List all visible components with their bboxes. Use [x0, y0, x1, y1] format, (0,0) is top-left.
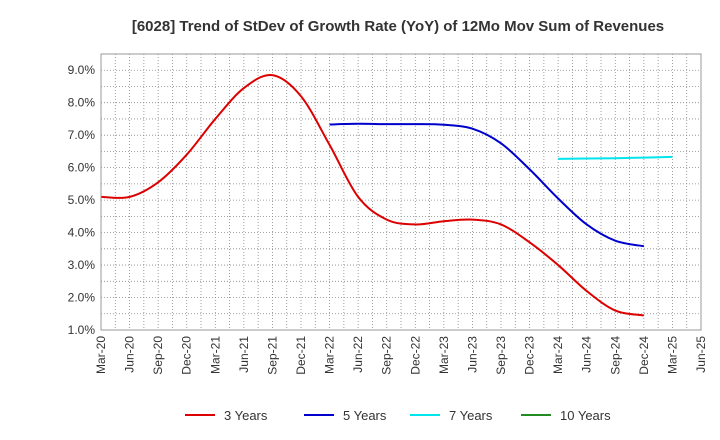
y-tick-label: 5.0% [68, 193, 96, 207]
x-tick-label: Mar-23 [437, 336, 451, 374]
y-tick-label: 1.0% [68, 323, 96, 337]
y-tick-label: 9.0% [68, 63, 96, 77]
x-tick-label: Mar-25 [665, 336, 679, 374]
x-tick-label: Jun-23 [465, 336, 479, 373]
x-tick-label: Jun-24 [580, 336, 594, 373]
x-tick-label: Dec-24 [637, 336, 651, 375]
x-tick-label: Mar-22 [323, 336, 337, 374]
x-tick-label: Jun-25 [694, 336, 708, 373]
series-line-3-years [100, 73, 645, 317]
x-axis-ticks: Mar-20 Jun-20 Sep-20 Dec-20 Mar-21 Jun-21 Sep-… [94, 336, 708, 375]
legend: 3 Years 5 Years 7 Years 10 Years [185, 408, 611, 423]
legend-label: 3 Years [224, 408, 268, 423]
series-lines [100, 73, 673, 317]
x-tick-label: Dec-21 [294, 336, 308, 375]
y-tick-label: 4.0% [68, 226, 96, 240]
x-tick-label: Sep-21 [265, 336, 279, 375]
y-tick-label: 2.0% [68, 291, 96, 305]
grid [100, 53, 702, 331]
legend-label: 10 Years [560, 408, 611, 423]
legend-label: 7 Years [449, 408, 493, 423]
x-tick-label: Jun-22 [351, 336, 365, 373]
y-tick-label: 3.0% [68, 258, 96, 272]
x-tick-label: Dec-22 [408, 336, 422, 375]
y-axis-ticks: 1.0% 2.0% 3.0% 4.0% 5.0% 6.0% 7.0% 8.0% 9.0% [68, 63, 96, 337]
x-tick-label: Mar-20 [94, 336, 108, 374]
x-tick-label: Sep-20 [151, 336, 165, 375]
x-tick-label: Dec-23 [523, 336, 537, 375]
series-line-7-years [558, 155, 673, 160]
plot-frame [100, 53, 702, 331]
x-tick-label: Sep-22 [380, 336, 394, 375]
legend-label: 5 Years [343, 408, 387, 423]
x-tick-label: Dec-20 [180, 336, 194, 375]
x-tick-label: Jun-20 [123, 336, 137, 373]
y-tick-label: 8.0% [68, 96, 96, 110]
chart-title: [6028] Trend of StDev of Growth Rate (Yo… [132, 18, 664, 35]
x-tick-label: Sep-24 [608, 336, 622, 375]
series-line-5-years [329, 122, 645, 248]
x-tick-label: Mar-24 [551, 336, 565, 374]
x-tick-label: Jun-21 [237, 336, 251, 373]
x-tick-label: Mar-21 [208, 336, 222, 374]
y-tick-label: 7.0% [68, 128, 96, 142]
x-tick-label: Sep-23 [494, 336, 508, 375]
y-tick-label: 6.0% [68, 161, 96, 175]
